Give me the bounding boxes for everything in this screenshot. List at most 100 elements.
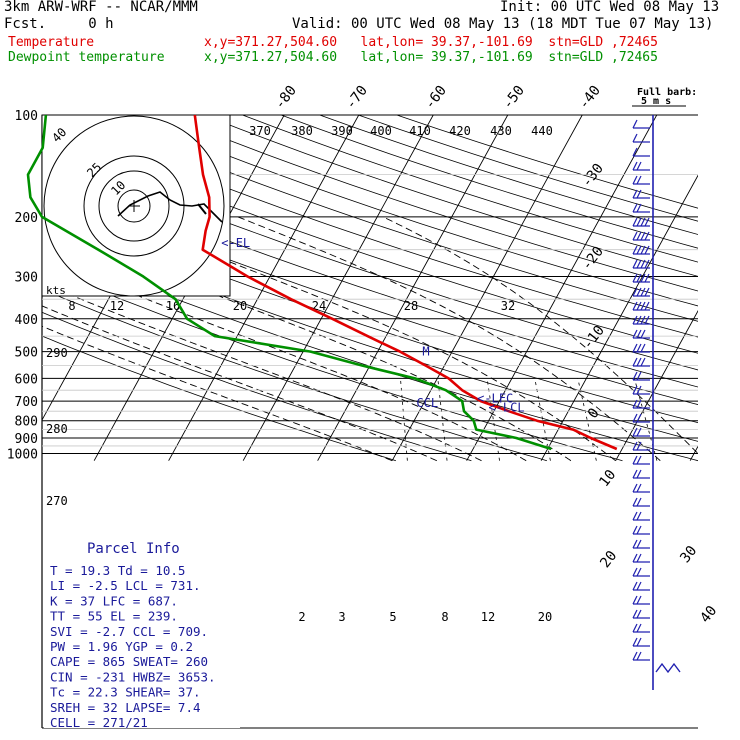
- wind-barb-flag: [636, 455, 642, 465]
- isotherm-label: -40: [576, 83, 604, 113]
- wind-barb: [632, 133, 650, 143]
- wind-barb-flag: [644, 245, 650, 255]
- wind-barb-flag: [632, 357, 638, 367]
- wind-barb: [632, 413, 650, 423]
- pressure-tick-label: 500: [15, 346, 38, 361]
- wind-barb-flag: [636, 385, 642, 395]
- wind-barb-flag: [632, 581, 638, 591]
- isentrope-label: 380: [291, 124, 313, 138]
- wind-barb-flag: [632, 329, 638, 339]
- wind-barb: [632, 231, 650, 241]
- isotherm-label: 40: [697, 603, 720, 626]
- speed-scale-label: 32: [501, 299, 515, 313]
- wind-barb-flag: [640, 357, 646, 367]
- hodograph-storm-mark: [197, 203, 207, 215]
- wind-barb-flag: [640, 301, 646, 311]
- pressure-tick-label: 400: [15, 313, 38, 328]
- parcel-info-row: SREH = 32 LAPSE= 7.4: [50, 700, 201, 715]
- isotherm-label: -60: [422, 83, 450, 113]
- wind-barb-flag: [632, 623, 638, 633]
- barb-legend-value: 5 m s: [641, 96, 671, 107]
- wind-barb-flag: [636, 189, 642, 199]
- wind-barb-flag: [636, 637, 642, 647]
- forecast-hour: Fcst. 0 h: [4, 16, 114, 32]
- wind-barb-flag: [632, 147, 638, 157]
- isentrope-label: 370: [249, 124, 271, 138]
- wind-barb-flag: [640, 287, 646, 297]
- wind-barb: [632, 301, 650, 311]
- pressure-tick-label: 300: [15, 271, 38, 286]
- mixing-ratio-label: 8: [441, 610, 448, 624]
- model-title: 3km ARW-WRF -- NCAR/MMM: [4, 0, 198, 15]
- wind-barb-flag: [636, 609, 642, 619]
- wind-barb-flag: [632, 259, 638, 269]
- hodograph-ring: [98, 170, 170, 242]
- dewpoint-curve: [26, 114, 552, 451]
- isotherm-label: -20: [579, 244, 607, 274]
- wind-barb: [632, 539, 650, 549]
- parcel-info-background: [44, 538, 240, 728]
- wind-barb-low: [655, 662, 681, 674]
- wind-barb-flag: [636, 581, 642, 591]
- wind-barb: [632, 553, 650, 563]
- wind-barb-flag: [636, 497, 642, 507]
- pressure-tick-label: 700: [15, 395, 38, 410]
- wind-barb-flag: [636, 287, 642, 297]
- wind-barb-flag: [632, 595, 638, 605]
- isotherm-line: [615, 309, 698, 461]
- parcel-info-row: K = 37 LFC = 687.: [50, 593, 178, 608]
- wind-barb: [632, 217, 650, 227]
- wind-barb: [632, 189, 650, 199]
- wind-barb: [632, 175, 650, 185]
- wind-barbs: Full barb:5 m s: [632, 87, 697, 690]
- wind-barb-flag: [636, 399, 642, 409]
- wind-barb: [632, 245, 650, 255]
- moist-adiabat-line: [42, 325, 393, 462]
- wind-barb-flag: [632, 217, 638, 227]
- wind-barb-flag: [636, 329, 642, 339]
- isotherm-label: 0: [585, 405, 603, 421]
- isentrope-label: 410: [409, 124, 431, 138]
- hodograph-ring: [117, 189, 151, 223]
- level-annotation: <-LCL: [488, 400, 524, 414]
- wind-barb: [632, 259, 650, 269]
- parcel-info-row: TT = 55 EL = 239.: [50, 609, 178, 624]
- wind-barb: [632, 357, 650, 367]
- wind-barb-flag: [632, 371, 638, 381]
- isotherm-label: -80: [272, 83, 300, 113]
- pressure-tick-label: 900: [15, 432, 38, 447]
- isotherm-line: [466, 115, 658, 461]
- wind-barb-flag: [636, 315, 642, 325]
- wind-barb-flag: [632, 525, 638, 535]
- dry-adiabat-line: [42, 335, 397, 462]
- wind-barb-flag: [640, 245, 646, 255]
- wind-barb-flag: [632, 497, 638, 507]
- wind-barb: [632, 119, 650, 129]
- wind-barb-flag: [632, 637, 638, 647]
- wind-barb-flag: [632, 175, 638, 185]
- wind-barb-flag: [636, 511, 642, 521]
- wind-barb-flag: [636, 259, 642, 269]
- legend-temperature-info: x,y=371.27,504.60 lat,lon= 39.37,-101.69…: [204, 35, 658, 50]
- mixing-ratio-line: [577, 378, 597, 461]
- mixing-ratio-label: 3: [338, 610, 345, 624]
- wind-barb-flag: [636, 273, 642, 283]
- parcel-info-row: CELL = 271/21: [50, 715, 148, 730]
- wind-barb-flag: [632, 287, 638, 297]
- isotherm-line: [540, 174, 698, 461]
- wind-barb-flag: [632, 413, 638, 423]
- wind-barb: [632, 455, 650, 465]
- wind-barb-flag: [632, 343, 638, 353]
- wind-barb-flag: [632, 161, 638, 171]
- hodograph-unit-label: kts: [46, 284, 66, 297]
- parcel-info-row: PW = 1.96 YGP = 0.2: [50, 639, 193, 654]
- wind-barb-flag: [644, 259, 650, 269]
- wind-barb-flag: [632, 385, 638, 395]
- isentrope-label: 270: [46, 494, 68, 508]
- wind-barb-flag: [632, 469, 638, 479]
- speed-scale-label: 12: [110, 299, 124, 313]
- isentrope-label: 290: [46, 346, 68, 360]
